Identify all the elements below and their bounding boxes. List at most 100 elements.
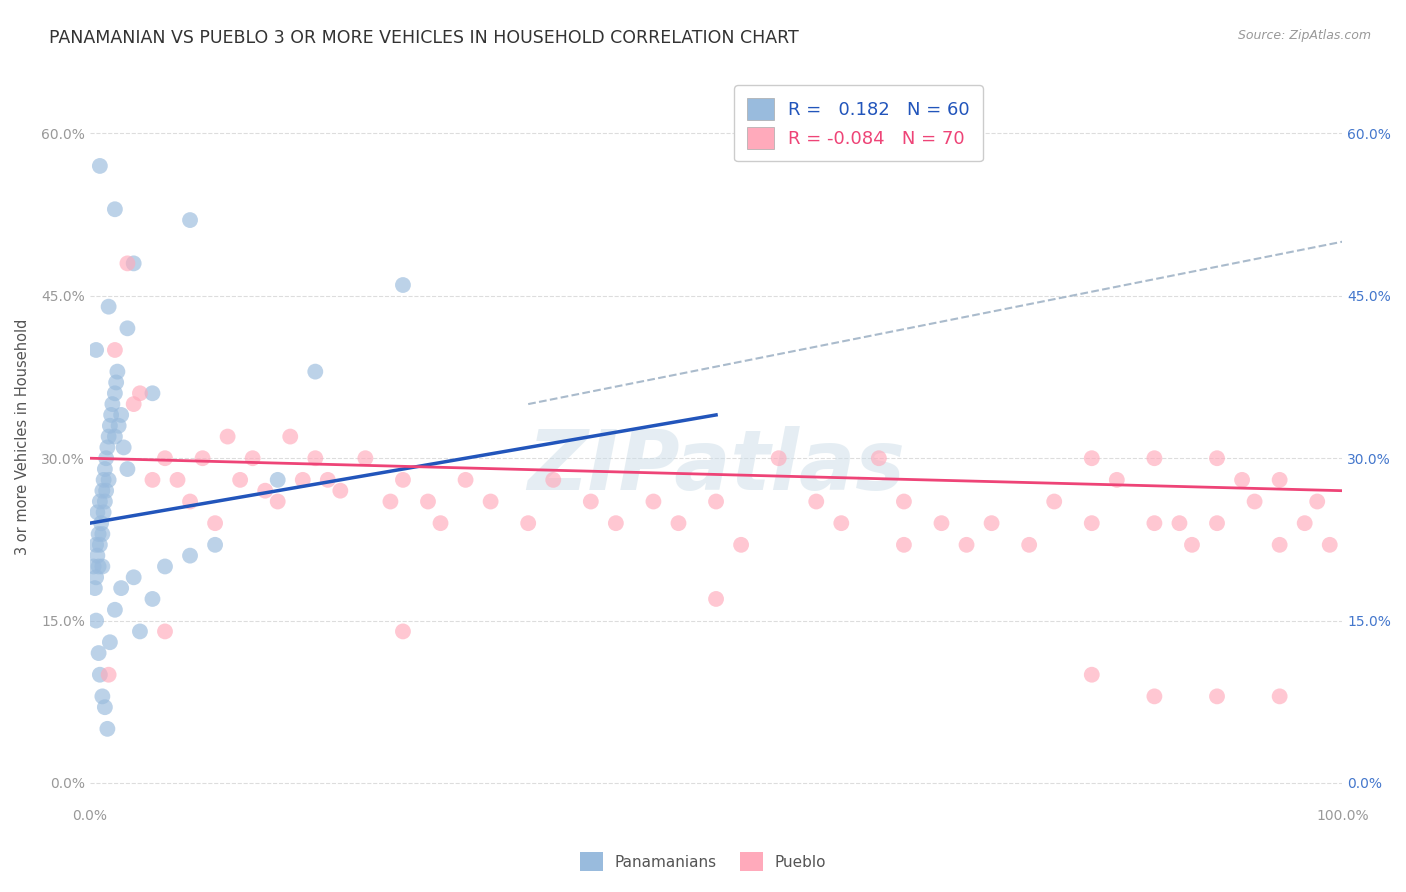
Point — [704, 494, 727, 508]
Point — [1043, 494, 1066, 508]
Point — [104, 386, 127, 401]
Text: PANAMANIAN VS PUEBLO 3 OR MORE VEHICLES IN HOUSEHOLD CORRELATION CHART: PANAMANIAN VS PUEBLO 3 OR MORE VEHICLES … — [49, 29, 799, 46]
Point — [242, 451, 264, 466]
Point — [105, 376, 128, 390]
Legend: R =   0.182   N = 60, R = -0.084   N = 70: R = 0.182 N = 60, R = -0.084 N = 70 — [734, 85, 983, 161]
Point — [104, 202, 127, 217]
Point — [517, 516, 540, 531]
Point — [179, 213, 201, 227]
Point — [94, 494, 117, 508]
Point — [101, 397, 124, 411]
Point — [153, 624, 176, 639]
Point — [254, 483, 277, 498]
Point — [117, 462, 139, 476]
Point — [94, 462, 117, 476]
Point — [291, 473, 314, 487]
Point — [153, 559, 176, 574]
Point — [229, 473, 252, 487]
Point — [179, 494, 201, 508]
Point — [1306, 494, 1329, 508]
Point — [112, 441, 135, 455]
Point — [96, 441, 118, 455]
Legend: Panamanians, Pueblo: Panamanians, Pueblo — [574, 847, 832, 877]
Point — [93, 473, 115, 487]
Point — [104, 343, 127, 357]
Point — [579, 494, 602, 508]
Point — [1168, 516, 1191, 531]
Y-axis label: 3 or more Vehicles in Household: 3 or more Vehicles in Household — [15, 318, 30, 555]
Point — [91, 483, 114, 498]
Point — [392, 624, 415, 639]
Point — [141, 473, 163, 487]
Point — [91, 559, 114, 574]
Point — [87, 559, 110, 574]
Point — [122, 570, 145, 584]
Point — [83, 581, 105, 595]
Point — [267, 473, 290, 487]
Point — [87, 646, 110, 660]
Point — [84, 538, 107, 552]
Point — [1143, 451, 1166, 466]
Point — [94, 451, 117, 466]
Point — [110, 581, 132, 595]
Point — [86, 549, 108, 563]
Point — [304, 365, 326, 379]
Point — [89, 538, 111, 552]
Text: Source: ZipAtlas.com: Source: ZipAtlas.com — [1237, 29, 1371, 42]
Point — [354, 451, 377, 466]
Point — [97, 667, 120, 681]
Point — [204, 538, 226, 552]
Point — [84, 614, 107, 628]
Point — [105, 365, 128, 379]
Text: ZIPatlas: ZIPatlas — [527, 425, 905, 507]
Point — [392, 278, 415, 293]
Point — [98, 635, 121, 649]
Point — [117, 321, 139, 335]
Point — [1268, 473, 1291, 487]
Point — [179, 549, 201, 563]
Point — [1143, 690, 1166, 704]
Point — [830, 516, 852, 531]
Point — [84, 570, 107, 584]
Point — [84, 343, 107, 357]
Point — [89, 667, 111, 681]
Point — [1268, 690, 1291, 704]
Point — [204, 516, 226, 531]
Point — [191, 451, 214, 466]
Point — [117, 256, 139, 270]
Point — [97, 473, 120, 487]
Point — [1268, 538, 1291, 552]
Point — [316, 473, 339, 487]
Point — [454, 473, 477, 487]
Point — [129, 386, 152, 401]
Point — [91, 690, 114, 704]
Point — [97, 300, 120, 314]
Point — [893, 494, 915, 508]
Point — [730, 538, 752, 552]
Point — [416, 494, 439, 508]
Point — [97, 429, 120, 443]
Point — [1206, 516, 1229, 531]
Point — [94, 700, 117, 714]
Point — [1206, 451, 1229, 466]
Point — [107, 418, 129, 433]
Point — [392, 473, 415, 487]
Point — [806, 494, 828, 508]
Point — [980, 516, 1002, 531]
Point — [153, 451, 176, 466]
Point — [1081, 516, 1104, 531]
Point — [1081, 451, 1104, 466]
Point — [931, 516, 953, 531]
Point — [278, 429, 301, 443]
Point — [89, 159, 111, 173]
Point — [768, 451, 790, 466]
Point — [868, 451, 890, 466]
Point — [643, 494, 665, 508]
Point — [110, 408, 132, 422]
Point — [141, 386, 163, 401]
Point — [479, 494, 502, 508]
Point — [86, 505, 108, 519]
Point — [893, 538, 915, 552]
Point — [104, 429, 127, 443]
Point — [304, 451, 326, 466]
